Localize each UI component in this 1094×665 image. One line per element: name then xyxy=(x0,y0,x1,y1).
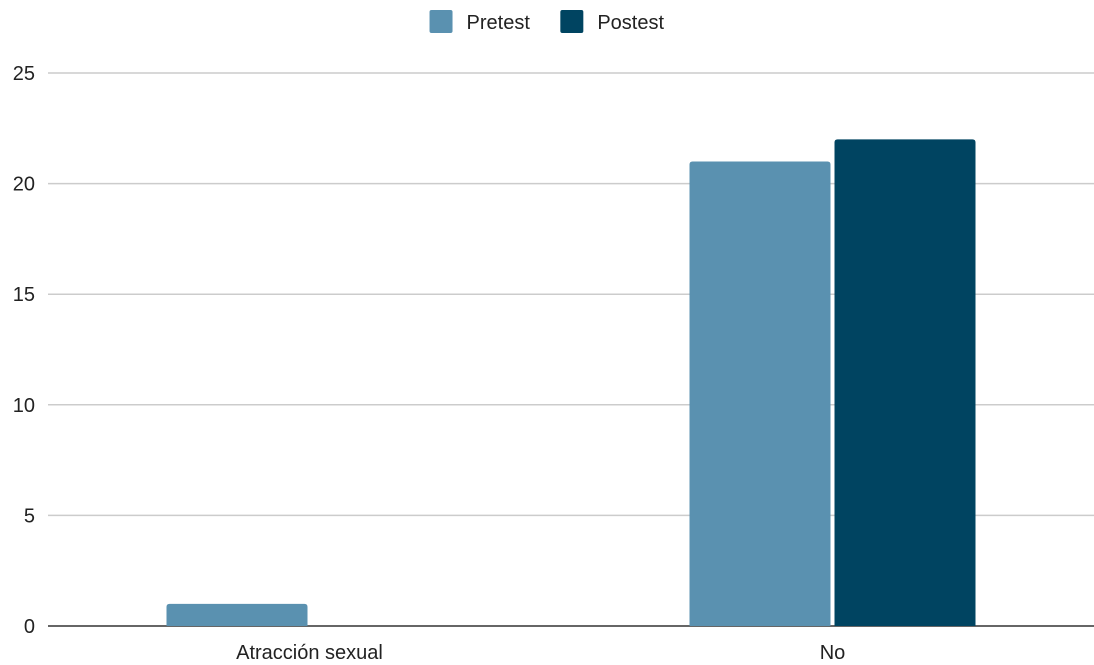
y-tick-label: 10 xyxy=(13,395,35,417)
bar-postest-1 xyxy=(834,139,976,627)
y-tick-label: 5 xyxy=(24,505,35,527)
bar-pretest-0 xyxy=(166,603,308,626)
x-category-label: Atracción sexual xyxy=(236,642,383,664)
legend-label-pretest: Pretest xyxy=(467,12,531,34)
y-tick-label: 15 xyxy=(13,284,35,306)
bars xyxy=(166,139,976,627)
legend-swatch-pretest xyxy=(429,10,453,33)
y-axis-tick-labels: 0 5 10 15 20 25 xyxy=(13,63,35,638)
y-tick-label: 0 xyxy=(24,616,35,638)
x-axis-category-labels: Atracción sexual No xyxy=(236,642,845,664)
legend-swatch-postest xyxy=(560,10,584,33)
y-tick-label: 25 xyxy=(13,63,35,85)
legend-label-postest: Postest xyxy=(597,12,664,34)
legend: Pretest Postest xyxy=(429,10,664,34)
bar-pretest-1 xyxy=(689,161,831,627)
y-tick-label: 20 xyxy=(13,174,35,196)
x-category-label: No xyxy=(820,642,846,664)
